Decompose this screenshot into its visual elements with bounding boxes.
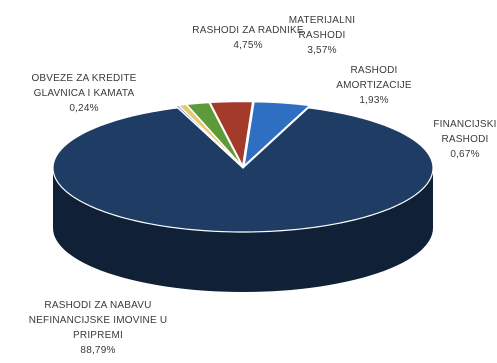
slice-name-financijski-line-1: FINANCIJSKI	[433, 119, 497, 130]
slice-value-obveze: 0,24%	[69, 103, 99, 114]
slice-name-amortizacije-line-1: RASHODI	[350, 65, 398, 76]
slice-name-materijalni-line-2: RASHODI	[298, 30, 346, 41]
slice-label-financijski: FINANCIJSKI RASHODI 0,67%	[433, 117, 496, 162]
pie-slice-materijalni	[209, 100, 254, 168]
slice-value-materijalni: 3,57%	[307, 45, 337, 56]
pie-slice-amortizacije	[185, 101, 243, 167]
slice-name-obveze-line-2: GLAVNICA I KAMATA	[33, 88, 135, 99]
slice-label-obveze: OBVEZE ZA KREDITE GLAVNICA I KAMATA 0,24…	[31, 71, 136, 116]
slice-label-materijalni: MATERIJALNI RASHODI 3,57%	[289, 13, 355, 58]
pie-slice-radnike	[243, 101, 311, 168]
pie-side-nabava	[53, 168, 433, 292]
slice-value-nabava: 88,79%	[80, 345, 116, 356]
slice-label-amortizacije: RASHODI AMORTIZACIJE 1,93%	[336, 63, 412, 108]
slice-name-financijski-line-2: RASHODI	[441, 134, 489, 145]
slice-value-amortizacije: 1,93%	[359, 95, 389, 106]
pie-slice-nabava	[52, 107, 434, 233]
slice-name-materijalni-line-1: MATERIJALNI	[288, 15, 356, 26]
slice-value-radnike: 4,75%	[233, 40, 263, 51]
slice-name-nabava-line-3: PRIPREMI	[73, 330, 123, 341]
slice-label-radnike: RASHODI ZA RADNIKE 4,75%	[192, 23, 303, 53]
slice-name-nabava-line-2: NEFINANCIJSKE IMOVINE U	[28, 315, 168, 326]
slice-label-nabava: RASHODI ZA NABAVU NEFINANCIJSKE IMOVINE …	[29, 298, 168, 358]
slice-name-radnike-line-1: RASHODI ZA RADNIKE	[192, 25, 304, 36]
pie-slice-obveze	[174, 104, 242, 167]
slice-name-obveze-line-1: OBVEZE ZA KREDITE	[31, 73, 137, 84]
slice-name-nabava-line-1: RASHODI ZA NABAVU	[44, 300, 152, 311]
slice-value-financijski: 0,67%	[450, 149, 480, 160]
slice-name-amortizacije-line-2: AMORTIZACIJE	[336, 80, 412, 91]
